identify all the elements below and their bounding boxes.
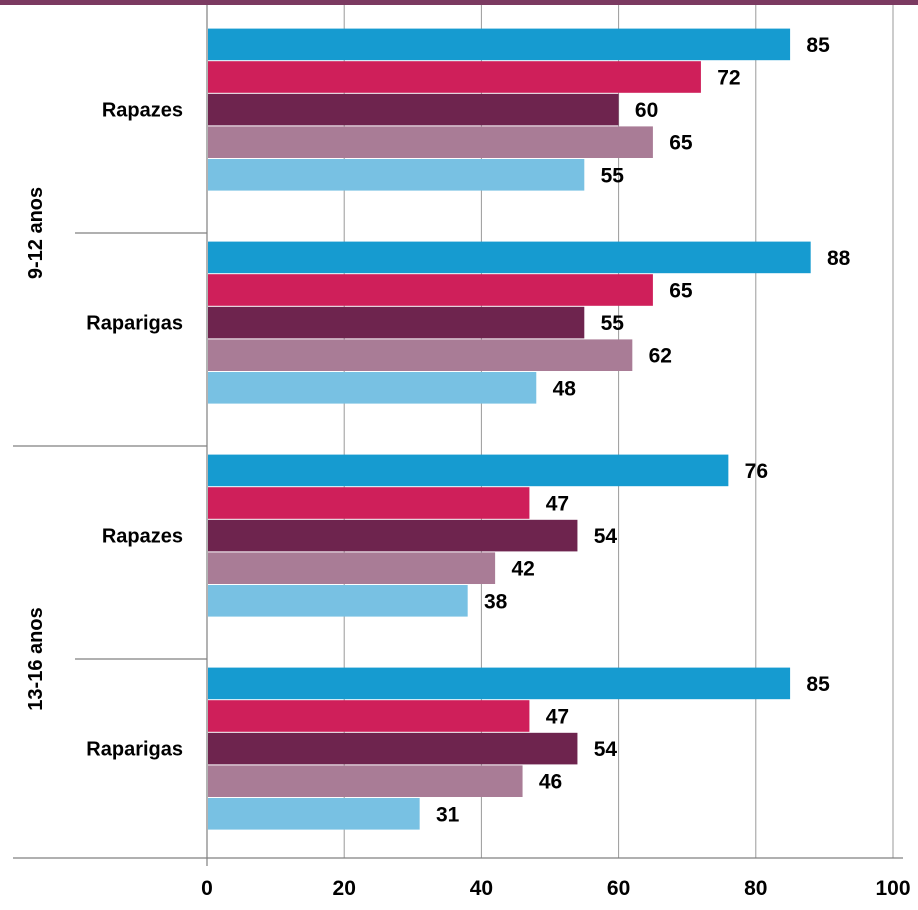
bar-value-label: 65	[669, 280, 693, 303]
category-label: Rapazes	[102, 526, 183, 548]
bar	[208, 306, 585, 339]
category-label: Raparigas	[86, 313, 183, 335]
bar-value-label: 55	[601, 164, 625, 187]
bar	[208, 454, 729, 487]
bar	[208, 339, 633, 371]
top-band	[0, 0, 918, 5]
bar	[208, 732, 578, 765]
bar-value-label: 38	[484, 590, 508, 613]
bar	[208, 28, 791, 61]
bar	[208, 241, 811, 274]
bar	[208, 126, 653, 158]
x-tick-label: 80	[744, 877, 767, 900]
bar-value-label: 60	[635, 99, 658, 122]
bar	[208, 159, 585, 191]
bar	[208, 667, 791, 700]
x-tick-label: 0	[201, 877, 213, 900]
group-label: 13-16 anos	[25, 607, 47, 710]
bar	[208, 93, 619, 126]
bar-value-label: 85	[806, 673, 830, 696]
bar-value-label: 54	[594, 525, 618, 548]
x-tick-label: 40	[470, 877, 493, 900]
x-tick-label: 100	[875, 877, 910, 900]
bar-value-label: 47	[546, 493, 569, 516]
bar	[208, 552, 496, 584]
bar-value-label: 42	[511, 558, 534, 581]
bar-value-label: 62	[649, 345, 672, 368]
bar-value-label: 65	[669, 132, 693, 155]
bar	[208, 700, 530, 732]
category-label: Rapazes	[102, 100, 183, 122]
bar-value-label: 76	[745, 460, 768, 483]
bar	[208, 372, 537, 404]
bar	[208, 798, 420, 830]
x-tick-label: 20	[333, 877, 356, 900]
bar-value-label: 46	[539, 771, 562, 794]
bar-value-label: 48	[553, 377, 577, 400]
bar-value-label: 47	[546, 706, 569, 729]
x-tick-label: 60	[607, 877, 630, 900]
bar	[208, 765, 523, 797]
bar-value-label: 85	[806, 34, 830, 57]
bar	[208, 61, 701, 93]
group-label: 9-12 anos	[25, 187, 47, 279]
category-label: Raparigas	[86, 739, 183, 761]
bar	[208, 487, 530, 519]
bar-value-label: 72	[717, 67, 740, 90]
bar	[208, 519, 578, 552]
bar-value-label: 54	[594, 738, 618, 761]
bar-value-label: 31	[436, 803, 460, 826]
bar-value-label: 55	[601, 312, 625, 335]
bar	[208, 585, 468, 617]
bar	[208, 274, 653, 306]
bar-value-label: 88	[827, 247, 851, 270]
